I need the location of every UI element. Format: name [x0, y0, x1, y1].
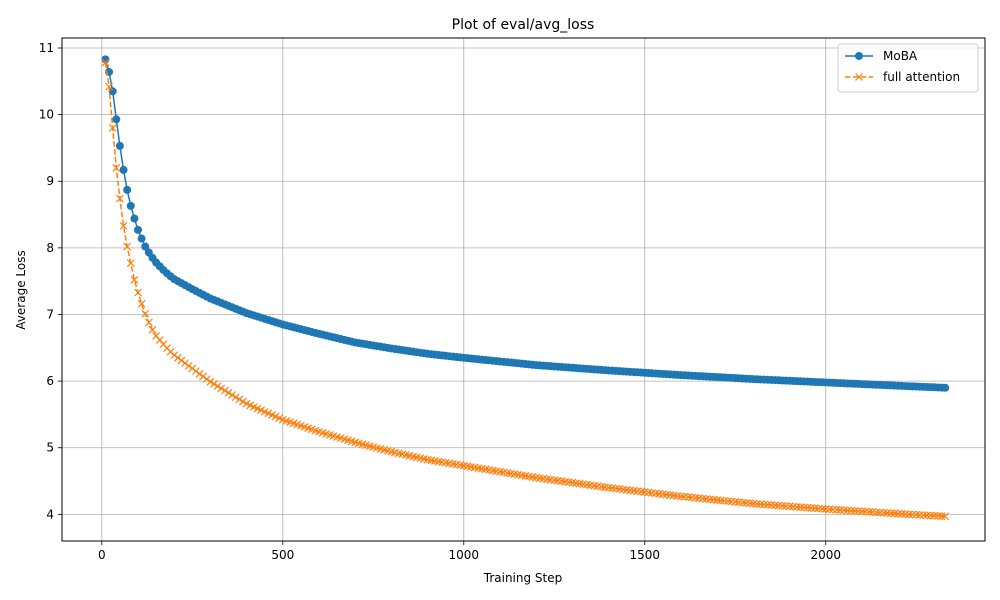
data-point-full-attention-10: [137, 299, 146, 308]
legend-label-full-attention: full attention: [883, 70, 960, 84]
y-tick-label-7: 11: [39, 41, 54, 55]
data-point-full-attention-36: [231, 393, 240, 402]
plot-frame: [61, 37, 986, 542]
data-point-full-attention-37: [235, 395, 244, 404]
data-point-full-attention-30: [210, 380, 218, 388]
grid: [62, 38, 985, 541]
data-point-moba-3: [112, 115, 121, 124]
data-point-full-attention-29: [206, 377, 215, 386]
legend-marker-full-attention: [855, 73, 863, 81]
data-point-full-attention-5: [119, 221, 128, 230]
data-point-full-attention-4: [115, 194, 124, 203]
data-point-full-attention-19: [170, 351, 179, 360]
data-point-full-attention-22: [181, 359, 189, 368]
data-point-moba-232: [941, 383, 950, 392]
data-point-full-attention-27: [199, 372, 208, 381]
data-point-full-attention-6: [123, 242, 132, 251]
data-point-full-attention-25: [192, 367, 200, 376]
data-point-moba-6: [123, 185, 132, 194]
series-line-moba: [104, 59, 946, 389]
data-point-full-attention-7: [126, 259, 135, 268]
data-point-full-attention-8: [130, 275, 139, 284]
series-markers-full-attention: [101, 58, 950, 521]
y-tick-label-3: 7: [46, 307, 54, 321]
data-point-full-attention-21: [177, 356, 186, 365]
data-point-moba-10: [137, 234, 146, 243]
data-point-full-attention-11: [141, 309, 150, 318]
data-point-full-attention-0: [101, 58, 110, 67]
y-tick-label-4: 8: [46, 241, 54, 255]
data-point-moba-4: [115, 141, 124, 150]
ticks: 0 500 1000 1500 2000 4 5 6 7 8 9 10 11: [39, 41, 841, 562]
x-tick-label-2: 1000: [449, 548, 480, 562]
y-tick-label-1: 5: [46, 441, 54, 455]
data-point-full-attention-38: [239, 397, 247, 406]
data-point-full-attention-32: [217, 384, 226, 393]
data-point-full-attention-24: [188, 364, 197, 373]
data-point-full-attention-9: [134, 288, 142, 297]
data-point-full-attention-1: [105, 82, 113, 91]
y-tick-label-2: 6: [46, 374, 54, 388]
legend: MoBA full attention: [837, 43, 979, 93]
data-point-full-attention-33: [220, 386, 229, 395]
x-tick-label-4: 2000: [810, 548, 841, 562]
y-tick-label-5: 9: [46, 174, 54, 188]
legend-marker-moba: [855, 52, 863, 60]
data-point-full-attention-232: [941, 512, 950, 521]
y-tick-label-0: 4: [46, 507, 54, 521]
data-point-moba-11: [141, 242, 150, 251]
data-point-full-attention-2: [108, 124, 117, 132]
series-markers-moba: [101, 55, 950, 392]
data-point-full-attention-13: [148, 325, 157, 334]
y-axis-title: Average Loss: [14, 250, 28, 329]
legend-label-moba: MoBA: [883, 49, 918, 63]
x-tick-label-0: 0: [98, 548, 106, 562]
data-point-full-attention-20: [173, 353, 182, 362]
data-point-full-attention-26: [195, 369, 204, 378]
x-tick-label-1: 500: [271, 548, 294, 562]
data-point-full-attention-23: [184, 361, 193, 370]
data-point-full-attention-28: [202, 375, 211, 384]
series-line-full-attention: [104, 62, 946, 518]
data-point-moba-7: [126, 201, 135, 210]
data-point-moba-5: [119, 165, 128, 174]
x-axis-title: Training Step: [483, 571, 563, 585]
data-point-moba-2: [108, 87, 117, 96]
data-point-full-attention-34: [224, 388, 233, 397]
data-point-moba-8: [130, 214, 139, 223]
data-point-full-attention-12: [144, 318, 153, 327]
data-point-full-attention-35: [228, 391, 237, 399]
x-tick-label-3: 1500: [629, 548, 660, 562]
y-tick-label-6: 10: [39, 108, 54, 122]
legend-x-glyph: [855, 73, 863, 81]
series-layer: [101, 55, 950, 521]
data-point-full-attention-3: [112, 163, 121, 172]
data-point-full-attention-31: [213, 382, 222, 391]
chart-title: Plot of eval/avg_loss: [452, 17, 595, 33]
data-point-moba-9: [134, 225, 143, 234]
